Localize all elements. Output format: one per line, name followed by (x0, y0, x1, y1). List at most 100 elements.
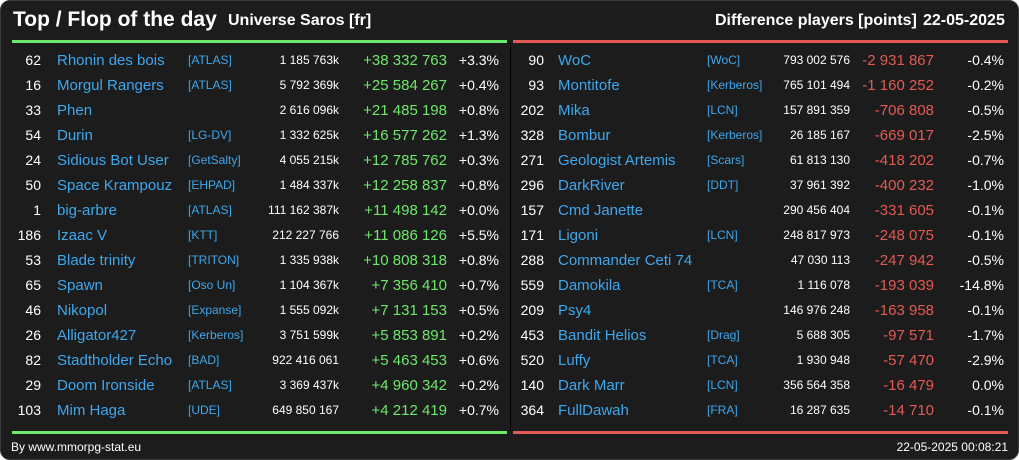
flop-row: 520 Luffy [TCA] 1 930 948 -57 470 -2.9% (512, 348, 1009, 373)
player-rank: 62 (25, 52, 41, 68)
alliance-tag-link[interactable]: [TRITON] (188, 253, 240, 267)
player-name-link[interactable]: Nikopol (57, 302, 108, 319)
percent-change: -1.7% (967, 327, 1004, 343)
points-difference: -1 160 252 (862, 77, 934, 94)
alliance-tag-link[interactable]: [LCN] (707, 378, 738, 392)
player-rank: 1 (33, 202, 41, 218)
alliance-tag-link[interactable]: [BAD] (188, 353, 220, 367)
player-rank: 93 (528, 77, 544, 93)
player-name-link[interactable]: Commander Ceti 74 (558, 252, 693, 269)
player-points: 26 185 167 (789, 128, 850, 142)
percent-change: +0.6% (458, 352, 499, 368)
alliance-tag-link[interactable]: [LCN] (707, 103, 738, 117)
player-name-link[interactable]: Montitofe (558, 77, 620, 94)
alliance-tag-link[interactable]: [Scars] (707, 153, 745, 167)
player-name-link[interactable]: Izaac V (57, 227, 108, 244)
player-points: 1 555 092k (279, 303, 339, 317)
points-difference: -418 202 (874, 152, 934, 169)
player-name-link[interactable]: Space Krampouz (57, 177, 173, 194)
player-points: 922 416 061 (272, 353, 339, 367)
points-difference: -706 808 (874, 102, 934, 119)
alliance-tag-link[interactable]: [Expanse] (188, 303, 242, 317)
player-rank: 209 (520, 302, 544, 318)
top-row: 29 Doom Ironside [ATLAS] 3 369 437k +4 960 3… (11, 373, 508, 398)
alliance-tag-link[interactable]: [ATLAS] (188, 78, 232, 92)
player-name-link[interactable]: Rhonin des bois (57, 52, 165, 69)
percent-change: +0.2% (458, 327, 499, 343)
player-name-link[interactable]: Ligoni (558, 227, 599, 244)
alliance-tag-link[interactable]: [GetSalty] (188, 153, 241, 167)
player-name-link[interactable]: Phen (57, 102, 93, 119)
alliance-tag-link[interactable]: [ATLAS] (188, 378, 232, 392)
percent-change: -2.5% (967, 127, 1004, 143)
alliance-tag-link[interactable]: [LCN] (707, 228, 738, 242)
player-rank: 271 (520, 152, 544, 168)
percent-change: +0.8% (458, 102, 499, 118)
player-name-link[interactable]: Morgul Rangers (57, 77, 164, 94)
player-points: 1 332 625k (279, 128, 339, 142)
player-name-link[interactable]: Stadtholder Echo (57, 352, 173, 369)
alliance-tag-link[interactable]: [TCA] (707, 278, 738, 292)
flop-row: 559 Damokila [TCA] 1 116 078 -193 039 -14.8% (512, 273, 1009, 298)
alliance-tag-link[interactable]: [Oso Un] (188, 278, 236, 292)
alliance-tag-link[interactable]: [Kerberos] (707, 78, 763, 92)
flop-row: 328 Bombur [Kerberos] 26 185 167 -669 017 -2.… (512, 123, 1009, 148)
points-difference: +5 853 891 (371, 327, 448, 344)
points-difference: -331 605 (874, 202, 934, 219)
alliance-tag-link[interactable]: [LG-DV] (188, 128, 232, 142)
player-name-link[interactable]: Bandit Helios (558, 327, 647, 344)
player-name-link[interactable]: Geologist Artemis (558, 152, 676, 169)
player-name-link[interactable]: Mim Haga (57, 402, 126, 419)
player-name-link[interactable]: Blade trinity (57, 252, 136, 269)
alliance-tag-link[interactable]: [Drag] (707, 328, 740, 342)
percent-change: +0.4% (458, 77, 499, 93)
player-name-link[interactable]: Damokila (558, 277, 621, 294)
player-name-link[interactable]: WoC (558, 52, 592, 69)
player-rank: 520 (520, 352, 544, 368)
alliance-tag-link[interactable]: [KTT] (188, 228, 218, 242)
player-name-link[interactable]: Sidious Bot User (57, 152, 169, 169)
player-name-link[interactable]: DarkRiver (558, 177, 625, 194)
top-row: 46 Nikopol [Expanse] 1 555 092k +7 131 153 +0… (11, 298, 508, 323)
percent-change: +3.3% (458, 52, 499, 68)
player-name-link[interactable]: Cmd Janette (558, 202, 644, 219)
player-name-link[interactable]: Psy4 (558, 302, 592, 319)
points-difference: +12 258 837 (363, 177, 447, 194)
page-title: Top / Flop of the day (13, 8, 217, 31)
alliance-tag-link[interactable]: [DDT] (707, 178, 739, 192)
date-label: 22-05-2025 (923, 12, 1005, 29)
player-points: 212 227 766 (272, 228, 339, 242)
points-difference: -400 232 (874, 177, 934, 194)
alliance-tag-link[interactable]: [ATLAS] (188, 53, 232, 67)
player-name-link[interactable]: Bombur (558, 127, 611, 144)
alliance-tag-link[interactable]: [EHPAD] (188, 178, 236, 192)
player-rank: 559 (520, 277, 544, 293)
player-name-link[interactable]: Luffy (558, 352, 591, 369)
percent-change: 0.0% (972, 377, 1004, 393)
player-name-link[interactable]: Mika (558, 102, 590, 119)
alliance-tag-link[interactable]: [WoC] (707, 53, 741, 67)
alliance-tag-link[interactable]: [Kerberos] (707, 128, 763, 142)
player-name-link[interactable]: big-arbre (57, 202, 118, 219)
alliance-tag-link[interactable]: [ATLAS] (188, 203, 232, 217)
alliance-tag-link[interactable]: [TCA] (707, 353, 738, 367)
alliance-tag-link[interactable]: [FRA] (707, 403, 738, 417)
points-difference: -193 039 (874, 277, 934, 294)
flop-row: 364 FullDawah [FRA] 16 287 635 -14 710 -0.1% (512, 398, 1009, 423)
header: Top / Flop of the day Universe Saros [fr… (1, 1, 1018, 41)
player-name-link[interactable]: Alligator427 (57, 327, 137, 344)
flop-row: 209 Psy4 146 976 248 -163 958 -0.1% (512, 298, 1009, 323)
percent-change: +0.8% (458, 177, 499, 193)
alliance-tag-link[interactable]: [Kerberos] (188, 328, 244, 342)
player-points: 47 030 113 (790, 253, 850, 267)
percent-change: -0.1% (967, 302, 1004, 318)
player-name-link[interactable]: FullDawah (558, 402, 629, 419)
player-name-link[interactable]: Durin (57, 127, 93, 144)
player-points: 157 891 359 (783, 103, 850, 117)
player-points: 793 002 576 (783, 53, 850, 67)
player-name-link[interactable]: Doom Ironside (57, 377, 155, 394)
player-name-link[interactable]: Spawn (57, 277, 103, 294)
alliance-tag-link[interactable]: [UDE] (188, 403, 221, 417)
top-row: 103 Mim Haga [UDE] 649 850 167 +4 212 419 +0.… (11, 398, 508, 423)
player-name-link[interactable]: Dark Marr (558, 377, 625, 394)
